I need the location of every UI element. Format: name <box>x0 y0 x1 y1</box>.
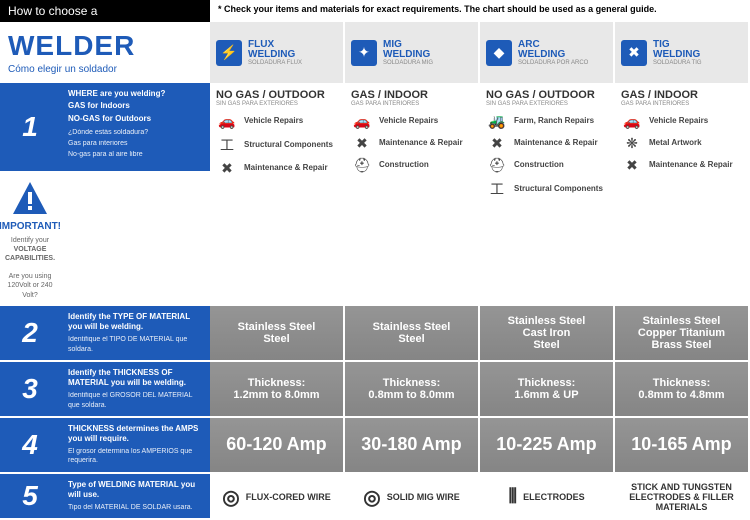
spool-icon: ◎ <box>363 485 380 510</box>
amp-tig: 10-165 Amp <box>615 418 750 474</box>
welder-title: WELDER <box>8 30 202 62</box>
warning-icon <box>10 179 50 219</box>
step-1-desc: WHERE are you welding? GAS for Indoors N… <box>60 83 210 173</box>
row1-flux: NO GAS / OUTDOORSIN GAS PARA EXTERIORES … <box>210 83 345 306</box>
wire-tig: STICK AND TUNGSTEN ELECTRODES & FILLER M… <box>615 474 750 520</box>
car-icon: 🚗 <box>621 113 643 130</box>
car-icon: 🚗 <box>216 113 238 130</box>
step-5-desc: Type of WELDING MATERIAL you will use.Ti… <box>60 474 210 520</box>
thickness-tig: Thickness:0.8mm to 4.8mm <box>615 362 750 418</box>
tools-icon: ✖ <box>486 135 508 152</box>
tools-icon: ✖ <box>621 157 643 174</box>
thickness-mig: Thickness:0.8mm to 8.0mm <box>345 362 480 418</box>
arc-icon: ◆ <box>486 40 512 66</box>
thickness-arc: Thickness:1.6mm & UP <box>480 362 615 418</box>
art-icon: ❋ <box>621 135 643 152</box>
important-text: Identify your VOLTAGE CAPABILITIES. Are … <box>5 236 55 300</box>
header-note: * Check your items and materials for exa… <box>210 0 750 22</box>
row1-arc: NO GAS / OUTDOORSIN GAS PARA EXTERIORES … <box>480 83 615 306</box>
step-4-desc: THICKNESS determines the AMPS you will r… <box>60 418 210 474</box>
wire-flux: ◎FLUX-CORED WIRE <box>210 474 345 520</box>
step-2-desc: Identify the TYPE OF MATERIAL you will b… <box>60 306 210 362</box>
step-4-number: 4 <box>0 418 60 474</box>
step-3-number: 3 <box>0 362 60 418</box>
hardhat-icon: ⛑ <box>351 157 373 174</box>
hardhat-icon: ⛑ <box>486 157 508 174</box>
material-arc: Stainless Steel Cast Iron Steel <box>480 306 615 362</box>
important-title: IMPORTANT! <box>0 221 61 232</box>
tools-icon: ✖ <box>216 160 238 177</box>
welder-chart: How to choose a * Check your items and m… <box>0 0 750 515</box>
step-2-number: 2 <box>0 306 60 362</box>
tractor-icon: 🚜 <box>486 113 508 130</box>
col-header-tig: ✖ TIGWELDINGSOLDADURA TIG <box>615 22 750 83</box>
amp-arc: 10-225 Amp <box>480 418 615 474</box>
wire-arc: ⦀ELECTRODES <box>480 474 615 520</box>
welder-subtitle: Cómo elegir un soldador <box>8 64 202 75</box>
row1-tig: GAS / INDOORGAS PARA INTERIORES 🚗Vehicle… <box>615 83 750 306</box>
spool-icon: ◎ <box>222 485 239 510</box>
material-mig: Stainless Steel Steel <box>345 306 480 362</box>
thickness-flux: Thickness:1.2mm to 8.0mm <box>210 362 345 418</box>
col-header-mig: ✦ MIGWELDINGSOLDADURA MIG <box>345 22 480 83</box>
flux-icon: ⚡ <box>216 40 242 66</box>
car-icon: 🚗 <box>351 113 373 130</box>
welder-block: WELDER Cómo elegir un soldador <box>0 22 210 83</box>
step-1-number: 1 <box>0 83 60 173</box>
col-header-arc: ◆ ARCWELDINGSOLDADURA POR ARCO <box>480 22 615 83</box>
tig-icon: ✖ <box>621 40 647 66</box>
step-5-number: 5 <box>0 474 60 520</box>
step-3-desc: Identify the THICKNESS OF MATERIAL you w… <box>60 362 210 418</box>
mig-icon: ✦ <box>351 40 377 66</box>
row1-mig: GAS / INDOORGAS PARA INTERIORES 🚗Vehicle… <box>345 83 480 306</box>
amp-flux: 60-120 Amp <box>210 418 345 474</box>
beam-icon: 工 <box>486 179 508 199</box>
amp-mig: 30-180 Amp <box>345 418 480 474</box>
material-tig: Stainless Steel Copper Titanium Brass St… <box>615 306 750 362</box>
col-header-flux: ⚡ FLUXWELDINGSOLDADURA FLUX <box>210 22 345 83</box>
header-title: How to choose a <box>0 0 210 22</box>
electrode-icon: ⦀ <box>508 486 517 509</box>
material-flux: Stainless Steel Steel <box>210 306 345 362</box>
tools-icon: ✖ <box>351 135 373 152</box>
wire-mig: ◎SOLID MIG WIRE <box>345 474 480 520</box>
beam-icon: 工 <box>216 135 238 155</box>
